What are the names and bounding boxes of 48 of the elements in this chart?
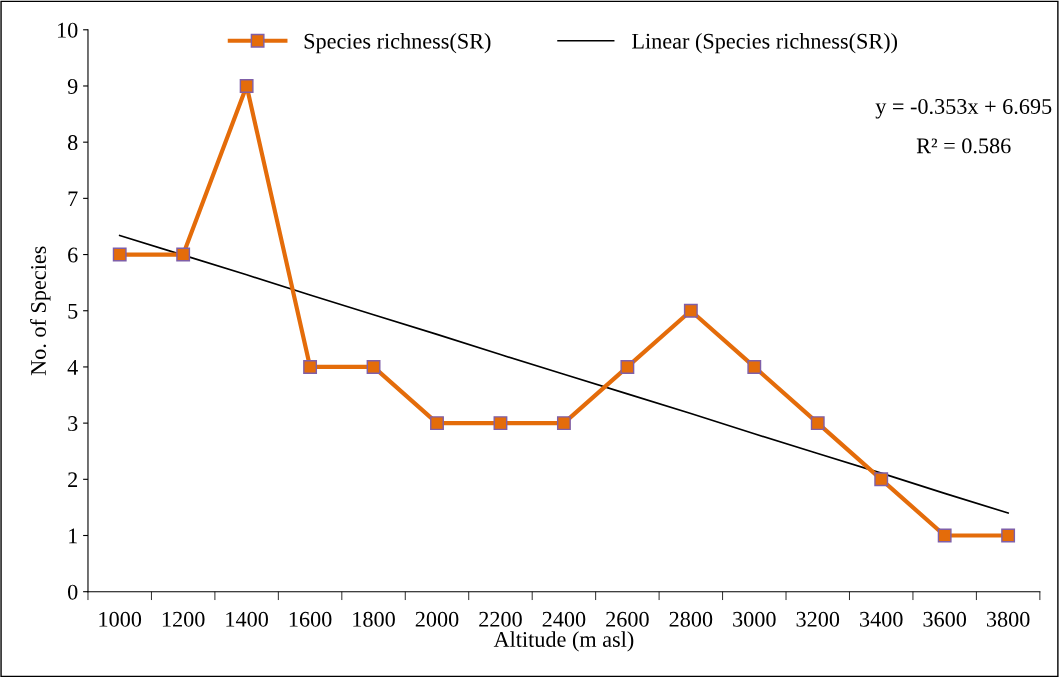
x-tick-label: 2400 bbox=[542, 611, 586, 627]
x-tick-label: 1400 bbox=[226, 611, 268, 627]
x-tick-label: 1000 bbox=[99, 611, 142, 627]
x-tick-label: 2200 bbox=[479, 611, 522, 627]
x-tick-label: 3000 bbox=[733, 611, 776, 627]
point bbox=[493, 416, 508, 431]
x-tick-label: 3200 bbox=[796, 611, 840, 627]
x-tick-label: 3800 bbox=[986, 611, 1030, 627]
x-tick-label: 2800 bbox=[669, 611, 713, 627]
point bbox=[176, 247, 191, 262]
y-tick-label: 7 bbox=[68, 191, 78, 207]
point bbox=[874, 472, 889, 487]
point bbox=[810, 416, 825, 431]
annotation: R² = 0.586 bbox=[916, 138, 1011, 154]
point bbox=[683, 303, 698, 318]
y-tick-label: 0 bbox=[67, 584, 78, 600]
y-axis-title: No. of Species bbox=[30, 246, 51, 376]
point bbox=[747, 359, 762, 374]
x-tick-label: 1600 bbox=[289, 611, 332, 627]
line-series bbox=[118, 234, 1009, 514]
y-tick-label: 4 bbox=[67, 360, 78, 375]
y-tick-label: 2 bbox=[68, 472, 78, 488]
y-tick-label: 3 bbox=[68, 416, 78, 432]
point bbox=[1001, 528, 1016, 543]
point bbox=[112, 247, 127, 262]
x-tick-label: 3600 bbox=[923, 611, 967, 627]
legend-label: Species richness(SR) bbox=[304, 33, 491, 54]
legend-label: Linear (Species richness(SR)) bbox=[632, 33, 898, 54]
y-tick-label: 1 bbox=[69, 528, 77, 544]
point bbox=[430, 416, 444, 431]
point bbox=[937, 528, 952, 543]
y-tick-label: 6 bbox=[68, 247, 78, 263]
point bbox=[366, 359, 381, 374]
annotation: y = -0.353x + 6.695 bbox=[875, 98, 1052, 119]
x-axis-title: Altitude (m asl) bbox=[493, 631, 634, 652]
x-tick-label: 1200 bbox=[162, 611, 205, 627]
y-tick-label: 5 bbox=[68, 303, 78, 319]
y-tick-label: 9 bbox=[67, 78, 78, 94]
point bbox=[556, 416, 571, 431]
point bbox=[239, 79, 254, 93]
point bbox=[303, 359, 318, 374]
point bbox=[620, 359, 635, 374]
y-tick-label: 10 bbox=[57, 22, 78, 38]
x-tick-label: 2600 bbox=[606, 611, 649, 627]
x-tick-label: 2000 bbox=[415, 611, 459, 627]
x-tick-label: 1800 bbox=[353, 611, 395, 627]
x-tick-label: 3400 bbox=[860, 611, 903, 627]
y-tick-label: 8 bbox=[67, 135, 78, 151]
